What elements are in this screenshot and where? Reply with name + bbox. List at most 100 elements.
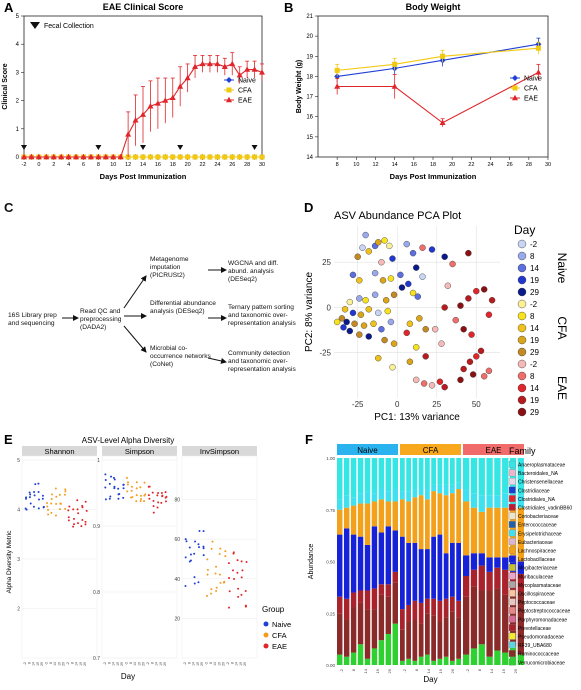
stack-segment [517,654,524,665]
stack-segment [406,458,411,492]
diversity-point [104,498,107,501]
pca-point [413,376,420,384]
diversity-point [244,590,247,593]
stack-segment [357,458,364,494]
family-abundance-chart: F Abundance 0.00 0.25 0.50 0.75 1.00 Naive -2 8 14… [305,432,572,684]
stack-segment [371,588,378,610]
data-point [162,97,169,103]
diversity-point [122,496,125,499]
pca-point [343,318,350,326]
legend-swatch [517,275,527,285]
facet-strip [102,446,177,456]
x-tick-label: 0 [395,400,400,409]
pca-point [485,311,493,318]
diversity-point [130,489,133,492]
legend-swatch [508,581,516,589]
x-tick-label: 18 [170,162,176,168]
pca-point [477,347,485,355]
stack-segment [502,652,509,665]
x-axis-label: Days Post Immunization [100,172,187,181]
stack-segment [494,495,501,508]
x-tick-label: -2 [183,662,187,665]
stack-segment [406,542,411,605]
y-axis-label: PC2: 8% variance [304,272,315,352]
pca-point [375,309,382,317]
x-tick-label: 12 [372,162,378,168]
data-point [140,111,146,117]
x-tick-label: 14 [392,162,398,168]
stack-segment [517,507,524,562]
legend-swatch [508,658,516,666]
stack-segment [385,596,392,634]
stack-segment [456,617,461,659]
diversity-point [202,545,205,548]
x-tick-label: 14 [235,662,239,666]
fecal-collection-marker [140,145,146,150]
pca-point [460,365,467,373]
legend-title: Day [514,223,535,237]
legend-label: Ruminococcaceae [518,652,559,658]
diversity-point [55,502,58,505]
diversity-point [50,511,53,514]
legend-label: RF39_UBA680 [518,643,552,649]
legend-label: EAE [524,96,538,103]
y-tick-label: 15 [306,135,313,141]
panel-b: B Body Weight 14 15 16 17 18 19 20 21 8 10 12 14 16 18 2… [280,0,580,185]
pca-point [341,306,349,313]
y-tick-label: 60 [174,537,180,543]
y-axis-label: Clinical Score [2,63,9,109]
diversity-point [219,547,222,550]
pca-point [441,304,448,311]
pca-point [375,354,382,362]
data-point [95,153,102,160]
stack-segment [337,499,343,510]
pca-point [356,295,363,302]
legend-swatch [263,643,269,649]
pca-point [378,325,385,333]
data-point [199,60,206,67]
diversity-point [47,508,50,511]
y-tick-label: 3 [16,70,20,76]
diversity-point [29,493,32,496]
data-point [221,63,228,69]
legend-label: Naive [238,78,256,85]
diversity-point [81,518,84,521]
stack-segment [364,491,371,504]
stack-segment [378,594,385,641]
stack-segment [450,484,455,494]
pca-point [485,367,493,375]
pca-point [406,358,414,365]
diversity-point [113,485,116,488]
stack-segment [494,588,501,651]
stack-segment [443,656,449,665]
stack-segment [470,648,478,665]
diversity-point [241,569,244,572]
x-tick-label: 24 [214,162,220,168]
data-point [236,72,243,78]
diversity-point [164,491,167,494]
stack-segment [364,458,371,492]
x-tick-label: -2 [146,662,150,665]
diversity-point [244,605,247,608]
diversity-point [224,550,227,553]
diversity-point [157,492,160,495]
y-tick-label: 21 [306,14,313,20]
y-axis-label: Body Weight (g) [296,60,303,114]
y-tick-label: 3 [17,557,20,563]
stack-segment [350,458,357,498]
pca-point [360,322,368,329]
stack-segment [478,553,485,566]
data-point [43,153,50,160]
diversity-point [118,493,121,496]
stack-segment [425,613,430,655]
pca-point [398,284,406,291]
legend-label: Prevotellaceae [518,626,551,632]
x-tick-label: 20 [185,162,191,168]
stack-segment [463,501,470,556]
fecal-collection-marker [95,145,102,150]
stack-segment [412,600,418,620]
diversity-point [108,497,111,500]
stack-segment [478,565,485,591]
x-axis-label: PC1: 13% variance [374,412,460,423]
legend-swatch [517,335,527,345]
